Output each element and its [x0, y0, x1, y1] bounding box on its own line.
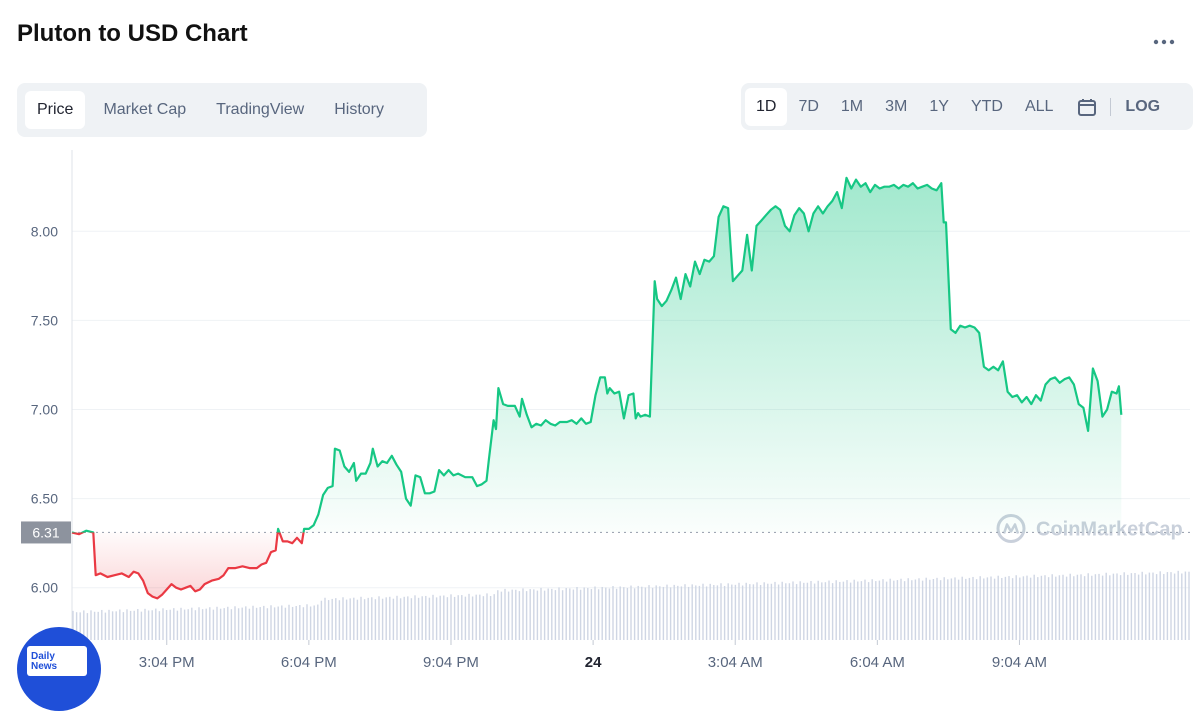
news-icon [27, 646, 87, 676]
price-chart: CoinMarketCap 6.006.507.007.508.00 3:04 … [21, 150, 1190, 671]
price-area-down [72, 532, 1122, 599]
volume-bars [72, 570, 1190, 640]
price-line-down [71, 532, 305, 600]
range-all[interactable]: ALL [1024, 97, 1054, 115]
x-tick-label: 6:04 AM [850, 654, 905, 671]
y-tick-label: 6.00 [31, 580, 58, 596]
x-tick-label: 6:04 PM [281, 654, 337, 671]
price-line-up [72, 176, 1123, 533]
x-tick-label: 3:04 AM [708, 654, 763, 671]
y-tick-label: 7.50 [31, 312, 58, 328]
log-scale-button[interactable]: LOG [1125, 97, 1161, 115]
range-1d[interactable]: 1D [745, 87, 788, 126]
range-7d[interactable]: 7D [798, 97, 819, 115]
divider [1110, 97, 1112, 116]
more-horizontal-icon[interactable] [1152, 28, 1176, 48]
x-tick-label: 9:04 PM [423, 654, 479, 671]
tab-history[interactable]: History [334, 101, 384, 118]
range-1y[interactable]: 1Y [929, 97, 949, 115]
page-title: Pluton to USD Chart [17, 20, 248, 47]
calendar-button[interactable] [1068, 88, 1106, 126]
x-axis-ticks: 3:04 PM 6:04 PM 9:04 PM 24 3:04 AM 6:04 AM 9:0… [139, 640, 1047, 671]
price-area-up [82, 177, 1122, 533]
y-axis-ticks: 6.00 6.50 7.00 7.50 8.00 [31, 223, 58, 595]
tab-price[interactable]: Price [25, 91, 86, 129]
chart-type-tabs: Price Market Cap TradingView History [17, 83, 427, 137]
tab-tradingview[interactable]: TradingView [216, 101, 305, 118]
x-tick-label: 9:04 AM [992, 654, 1047, 671]
open-price-box [21, 521, 71, 544]
tab-market-cap[interactable]: Market Cap [103, 101, 187, 118]
time-range-selector: 1D 7D 1M 3M 1Y YTD ALL LOG [741, 83, 1193, 130]
badge-line-1: Daily [31, 651, 55, 662]
range-3m[interactable]: 3M [885, 97, 908, 115]
x-tick-label: 24 [585, 654, 602, 671]
badge-label: Daily News [31, 652, 57, 672]
y-tick-label: 8.00 [31, 223, 58, 239]
y-tick-label: 6.50 [31, 491, 58, 507]
range-1m[interactable]: 1M [840, 97, 864, 115]
range-ytd[interactable]: YTD [970, 97, 1003, 115]
y-tick-label: 7.00 [31, 401, 58, 417]
badge-line-2: News [31, 661, 58, 672]
calendar-icon [1078, 98, 1097, 116]
open-price-label: 6.31 [32, 524, 59, 540]
daily-news-badge[interactable]: Daily News [17, 627, 101, 711]
open-price-marker: 6.31 [21, 521, 71, 544]
x-tick-label: 3:04 PM [139, 654, 195, 671]
